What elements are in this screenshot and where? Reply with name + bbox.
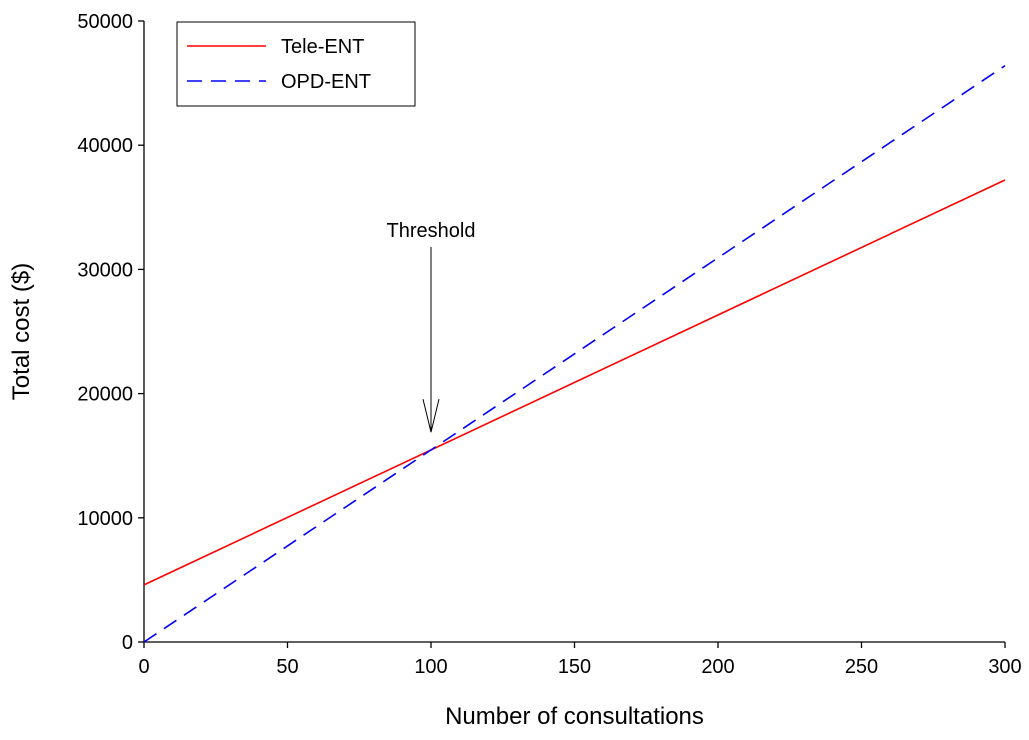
y-tick-label: 20000 (77, 384, 133, 406)
x-axis-title: Number of consultations (445, 703, 704, 730)
legend: Tele-ENT OPD-ENT (176, 21, 416, 107)
x-tick-label: 200 (701, 656, 734, 678)
annotation-layer: Threshold (387, 220, 476, 433)
x-tick-label: 100 (414, 656, 447, 678)
x-tick-label: 50 (276, 656, 298, 678)
threshold-arrow-head (422, 398, 440, 433)
y-axis-title: Total cost ($) (8, 263, 35, 400)
series-line-tele-ent (143, 179, 1006, 586)
y-tick-label: 0 (122, 632, 133, 654)
y-tick-label: 10000 (77, 508, 133, 530)
legend-label-tele-ent: Tele-ENT (281, 36, 364, 58)
x-tick-label: 150 (558, 656, 591, 678)
x-tick-label: 300 (988, 656, 1021, 678)
threshold-label: Threshold (387, 220, 476, 242)
y-tick-label: 30000 (77, 259, 133, 281)
legend-label-opd-ent: OPD-ENT (281, 71, 371, 93)
legend-box (176, 21, 416, 107)
axes: 0 50 100 150 200 250 300 0 10000 20000 30000 40000 5… (8, 11, 1022, 730)
y-tick-label: 50000 (77, 11, 133, 33)
series-line-opd-ent (143, 65, 1006, 643)
x-tick-label: 0 (138, 656, 149, 678)
y-tick-label: 40000 (77, 135, 133, 157)
x-tick-label: 250 (845, 656, 878, 678)
series-layer (143, 65, 1006, 643)
